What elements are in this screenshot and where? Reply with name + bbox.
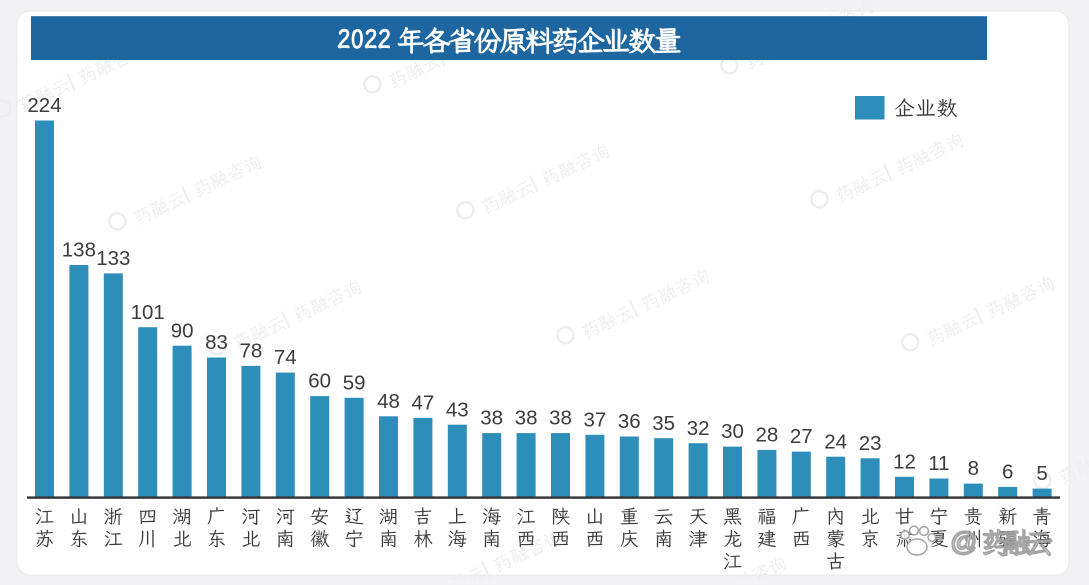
svg-text:30: 30 [721, 420, 744, 443]
svg-text:36: 36 [618, 410, 641, 433]
svg-text:38: 38 [480, 407, 503, 430]
svg-text:38: 38 [549, 407, 572, 430]
svg-text:8: 8 [968, 457, 979, 480]
svg-text:23: 23 [859, 432, 882, 455]
svg-text:35: 35 [652, 412, 675, 435]
svg-text:224: 224 [27, 94, 61, 117]
svg-text:60: 60 [308, 370, 331, 393]
svg-text:12: 12 [893, 450, 916, 473]
svg-text:28: 28 [755, 424, 778, 447]
svg-text:90: 90 [171, 319, 194, 342]
svg-text:48: 48 [377, 390, 400, 413]
svg-text:74: 74 [274, 346, 297, 369]
svg-text:24: 24 [824, 430, 847, 453]
svg-text:78: 78 [239, 340, 262, 363]
svg-text:5: 5 [1036, 462, 1047, 485]
svg-text:43: 43 [446, 398, 469, 421]
svg-text:37: 37 [583, 408, 606, 431]
svg-text:47: 47 [411, 392, 434, 415]
svg-text:27: 27 [790, 425, 813, 448]
svg-text:11: 11 [928, 452, 949, 475]
svg-text:59: 59 [343, 371, 366, 394]
svg-text:6: 6 [1002, 461, 1013, 484]
svg-text:38: 38 [515, 407, 538, 430]
svg-text:133: 133 [96, 247, 130, 270]
svg-text:101: 101 [131, 301, 165, 324]
svg-text:138: 138 [62, 239, 96, 262]
svg-text:32: 32 [687, 417, 710, 440]
svg-text:83: 83 [205, 331, 228, 354]
